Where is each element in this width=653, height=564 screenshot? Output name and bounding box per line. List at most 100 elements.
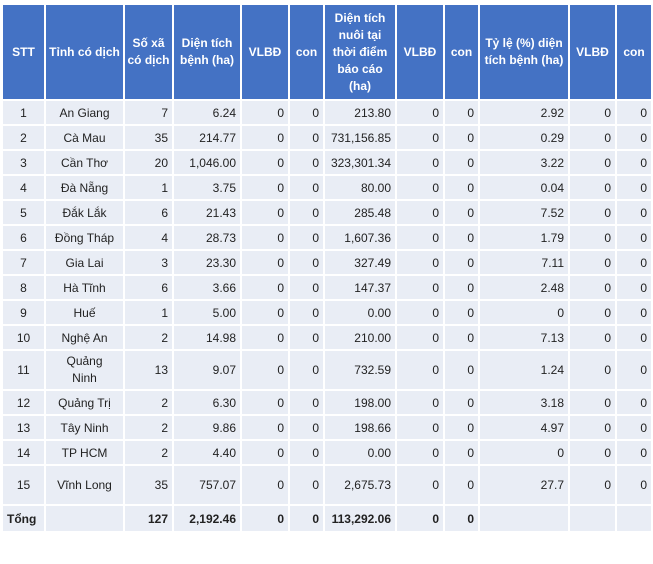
table-row: 3 Cần Thơ 20 1,046.00 0 0 323,301.34 0 0 3.22 0 0 (1, 149, 653, 176)
table-cell: 0 (568, 124, 617, 151)
table-cell: 0 (288, 149, 325, 176)
table-cell: Gia Lai (44, 249, 125, 276)
table-cell: 0.04 (478, 174, 570, 201)
table-row: 7 Gia Lai 3 23.30 0 0 327.49 0 0 7.11 0 0 (1, 249, 653, 276)
table-cell: 1.79 (478, 224, 570, 251)
table-cell: 3.75 (172, 174, 242, 201)
table-cell: Đắk Lắk (44, 199, 125, 226)
table-cell: 0.00 (323, 439, 397, 466)
table-row: 10 Nghệ An 2 14.98 0 0 210.00 0 0 7.13 0 0 (1, 324, 653, 351)
table-cell: 0 (395, 249, 445, 276)
table-cell: 12 (1, 389, 46, 416)
table-cell: 1.24 (478, 349, 570, 391)
table-cell: 9.86 (172, 414, 242, 441)
table-row: 6 Đồng Tháp 4 28.73 0 0 1,607.36 0 0 1.79 0 0 (1, 224, 653, 251)
table-cell: 0 (240, 99, 290, 126)
table-cell: 0 (288, 414, 325, 441)
table-cell: 0 (395, 149, 445, 176)
table-cell: 4 (123, 224, 174, 251)
table-cell: 0 (443, 464, 480, 506)
table-cell: 0 (568, 224, 617, 251)
table-cell: 2 (123, 389, 174, 416)
table-cell: 7.52 (478, 199, 570, 226)
column-header: STT (1, 3, 46, 101)
table-cell: 0 (568, 149, 617, 176)
table-cell: 0 (615, 124, 653, 151)
table-cell (44, 504, 125, 533)
table-cell: 2.48 (478, 274, 570, 301)
table-row: 12 Quảng Trị 2 6.30 0 0 198.00 0 0 3.18 0 0 (1, 389, 653, 416)
table-cell: 0 (615, 249, 653, 276)
header-row: STT Tỉnh có dịch Số xã có dịch Diện tích bệ… (1, 3, 653, 101)
table-cell: 0 (240, 149, 290, 176)
table-cell: 2,192.46 (172, 504, 242, 533)
table-cell: 0 (395, 504, 445, 533)
table-cell: 23.30 (172, 249, 242, 276)
total-row: Tổng 127 2,192.46 0 0 113,292.06 0 0 (1, 504, 653, 533)
table-row: 5 Đắk Lắk 6 21.43 0 0 285.48 0 0 7.52 0 0 (1, 199, 653, 226)
table-cell: 0 (288, 349, 325, 391)
table-cell: 0 (568, 299, 617, 326)
table-cell: 0 (288, 504, 325, 533)
table-cell: 0 (615, 149, 653, 176)
table-cell: 0 (615, 99, 653, 126)
table-cell: 0 (615, 464, 653, 506)
table-cell: 0 (395, 389, 445, 416)
table-cell: 21.43 (172, 199, 242, 226)
table-cell: 0 (443, 224, 480, 251)
table-cell: 4.97 (478, 414, 570, 441)
table-cell: 0 (478, 439, 570, 466)
table-cell: 0 (395, 274, 445, 301)
table-cell: 0 (615, 299, 653, 326)
table-cell: Nghệ An (44, 324, 125, 351)
table-cell: 0 (288, 439, 325, 466)
table-cell: 2 (123, 414, 174, 441)
table-cell: 0 (395, 299, 445, 326)
table-cell: 7 (1, 249, 46, 276)
column-header: VLBĐ (568, 3, 617, 101)
table-cell: 0 (443, 324, 480, 351)
table-cell: 0 (568, 439, 617, 466)
table-cell: 0 (615, 389, 653, 416)
table-cell: 0 (443, 249, 480, 276)
table-row: 9 Huế 1 5.00 0 0 0.00 0 0 0 0 0 (1, 299, 653, 326)
table-cell: 0 (443, 389, 480, 416)
table-cell: 0 (395, 414, 445, 441)
table-cell: 0 (395, 99, 445, 126)
table-cell: 0 (615, 174, 653, 201)
table-cell: 1 (1, 99, 46, 126)
table-cell: 0 (443, 199, 480, 226)
column-header: VLBĐ (395, 3, 445, 101)
table-cell: 3.22 (478, 149, 570, 176)
table-row: 2 Cà Mau 35 214.77 0 0 731,156.85 0 0 0.29 0 0 (1, 124, 653, 151)
table-cell: 0 (443, 299, 480, 326)
column-header: Tỉnh có dịch (44, 3, 125, 101)
table-row: 14 TP HCM 2 4.40 0 0 0.00 0 0 0 0 0 (1, 439, 653, 466)
table-cell: Tổng (1, 504, 46, 533)
table-cell: 0 (615, 324, 653, 351)
column-header: Tỷ lệ (%) diện tích bệnh (ha) (478, 3, 570, 101)
table-cell: 27.7 (478, 464, 570, 506)
table-cell: 198.00 (323, 389, 397, 416)
table-cell: 2.92 (478, 99, 570, 126)
table-cell: 6 (123, 199, 174, 226)
table-cell: 0 (443, 414, 480, 441)
table-cell: Quảng Ninh (44, 349, 125, 391)
table-cell: 1 (123, 174, 174, 201)
table-cell: 15 (1, 464, 46, 506)
table-cell: 5.00 (172, 299, 242, 326)
table-cell: 6 (1, 224, 46, 251)
table-cell: 0 (568, 199, 617, 226)
table-cell: 3 (1, 149, 46, 176)
table-cell: 1,607.36 (323, 224, 397, 251)
table-cell: 0 (443, 99, 480, 126)
table-cell: 285.48 (323, 199, 397, 226)
table-cell: Vĩnh Long (44, 464, 125, 506)
table-cell: 0 (478, 299, 570, 326)
table-row: 15 Vĩnh Long 35 757.07 0 0 2,675.73 0 0 27.7 0 0 (1, 464, 653, 506)
table-cell: 0 (288, 224, 325, 251)
table-cell: 0 (615, 439, 653, 466)
table-cell (478, 504, 570, 533)
table-cell: Tây Ninh (44, 414, 125, 441)
table-cell: 113,292.06 (323, 504, 397, 533)
